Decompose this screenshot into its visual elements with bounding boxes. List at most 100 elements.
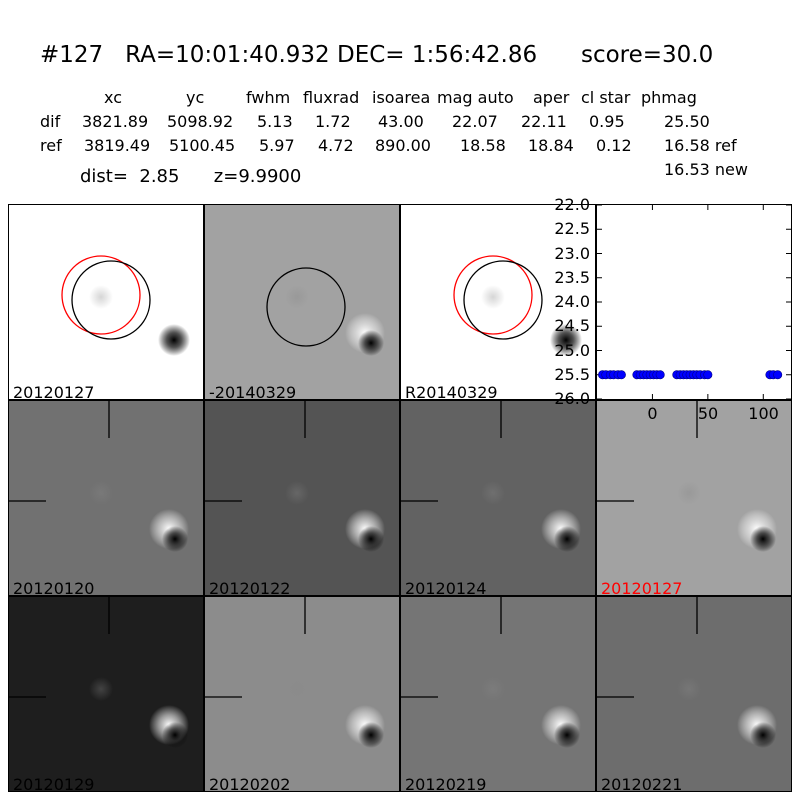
image-stamp: 20120129 [8,596,204,792]
aperture-circle-black [71,260,151,340]
stamp-date-label: 20120124 [405,578,487,596]
faint-source [481,677,505,701]
lightcurve-svg [597,204,791,400]
aperture-circle-black [463,260,543,340]
table-cell: 4.72 [318,136,354,155]
stamp-date-label: -20140329 [209,382,297,400]
table-cell: 0.95 [589,112,625,131]
stamp-date-label: 20120122 [209,578,291,596]
stamp-date-label: 20120127 [13,382,95,400]
stamp-date-label: 20120202 [209,774,291,792]
column-header: phmag [641,88,697,107]
faint-source [285,285,309,309]
stamp-image [401,597,581,748]
column-header: yc [186,88,205,107]
faint-source [677,481,701,505]
image-stamp: 20120202 [204,596,400,792]
y-tick-label: 24.5 [554,316,590,336]
stamp-image [266,267,385,356]
neighbour-star-negative [750,526,776,552]
table-cell: 5098.92 [167,112,234,131]
neighbour-star [550,324,582,356]
faint-source [677,677,701,701]
faint-source [481,285,505,309]
column-header: fluxrad [303,88,360,107]
stamp-date-label: 20120120 [13,578,95,596]
faint-source [285,677,309,701]
table-cell: 5100.45 [169,136,236,155]
table-cell: 43.00 [378,112,424,131]
neighbour-star-negative [750,722,776,748]
stamp-image [453,255,582,356]
faint-source [285,481,309,505]
image-stamp: 20120127 [8,204,204,400]
stamp-date-label: R20140329 [405,382,498,400]
neighbour-star-negative [554,722,580,748]
column-header: cl star [581,88,631,107]
image-stamp: 20120127 [596,400,792,596]
faint-source [89,285,113,309]
new-mag: 16.53 new [664,160,748,179]
table-cell: 22.11 [521,112,567,131]
table-cell: 5.13 [257,112,293,131]
stamp-image [9,597,189,748]
column-header: fwhm [246,88,291,107]
y-tick-label: 23.5 [554,267,590,287]
table-cell: 0.12 [596,136,632,155]
y-tick-label: 25.0 [554,340,590,360]
table-cell: 3819.49 [84,136,151,155]
x-tick-label: 100 [748,404,779,423]
stamp-image [205,401,385,552]
table-cell: 18.84 [528,136,574,155]
image-stamp: 20120221 [596,596,792,792]
lightcurve-plot [596,204,792,400]
neighbour-star [158,324,190,356]
faint-source [89,677,113,701]
neighbour-star-negative [162,526,188,552]
column-header: isoarea [372,88,431,107]
stamp-image [9,401,189,552]
column-header: mag auto [437,88,514,107]
column-header: aper [533,88,570,107]
distance-line: dist= 2.85 z=9.9900 [80,166,302,187]
table-cell: 22.07 [452,112,498,131]
candidate-title: #127 RA=10:01:40.932 DEC= 1:56:42.86 sco… [40,42,714,68]
image-stamp: 20120219 [400,596,596,792]
faint-source [481,481,505,505]
table-cell: 3821.89 [82,112,149,131]
aperture-circle-red [453,255,533,335]
neighbour-star-negative [554,526,580,552]
stamp-image [205,597,385,748]
table-cell: 5.97 [259,136,295,155]
data-point [655,370,665,380]
faint-source [89,481,113,505]
y-tick-label: 26.0 [554,389,590,408]
y-tick-label: 22.5 [554,219,590,239]
neighbour-star-negative [358,722,384,748]
y-tick-label: 25.5 [554,364,590,384]
y-tick-label: 23.0 [554,243,590,263]
column-header: xc [104,88,122,107]
aperture-circle-red [61,255,141,335]
image-stamp: R20140329 [400,204,596,400]
table-cell: 18.58 [460,136,506,155]
y-tick-label: 22.0 [554,195,590,214]
stamp-date-label: 20120129 [13,774,95,792]
row-label: dif [40,112,61,131]
table-cell: 25.50 [664,112,710,131]
stamp-date-label: 20120221 [601,774,683,792]
x-tick-label: 0 [647,404,658,423]
image-stamp: -20140329 [204,204,400,400]
data-point [616,370,626,380]
x-tick-label: 50 [697,404,719,423]
stamp-date-label: 20120219 [405,774,487,792]
neighbour-star-negative [162,722,188,748]
row-label: ref [40,136,62,155]
y-tick-label: 24.0 [554,292,590,311]
aperture-circle-black [266,267,346,347]
stamp-date-label: 20120127 [601,578,683,596]
table-cell: 16.58 ref [664,136,737,155]
data-point [703,370,713,380]
neighbour-star-negative [358,330,384,356]
stamp-image [597,401,777,552]
